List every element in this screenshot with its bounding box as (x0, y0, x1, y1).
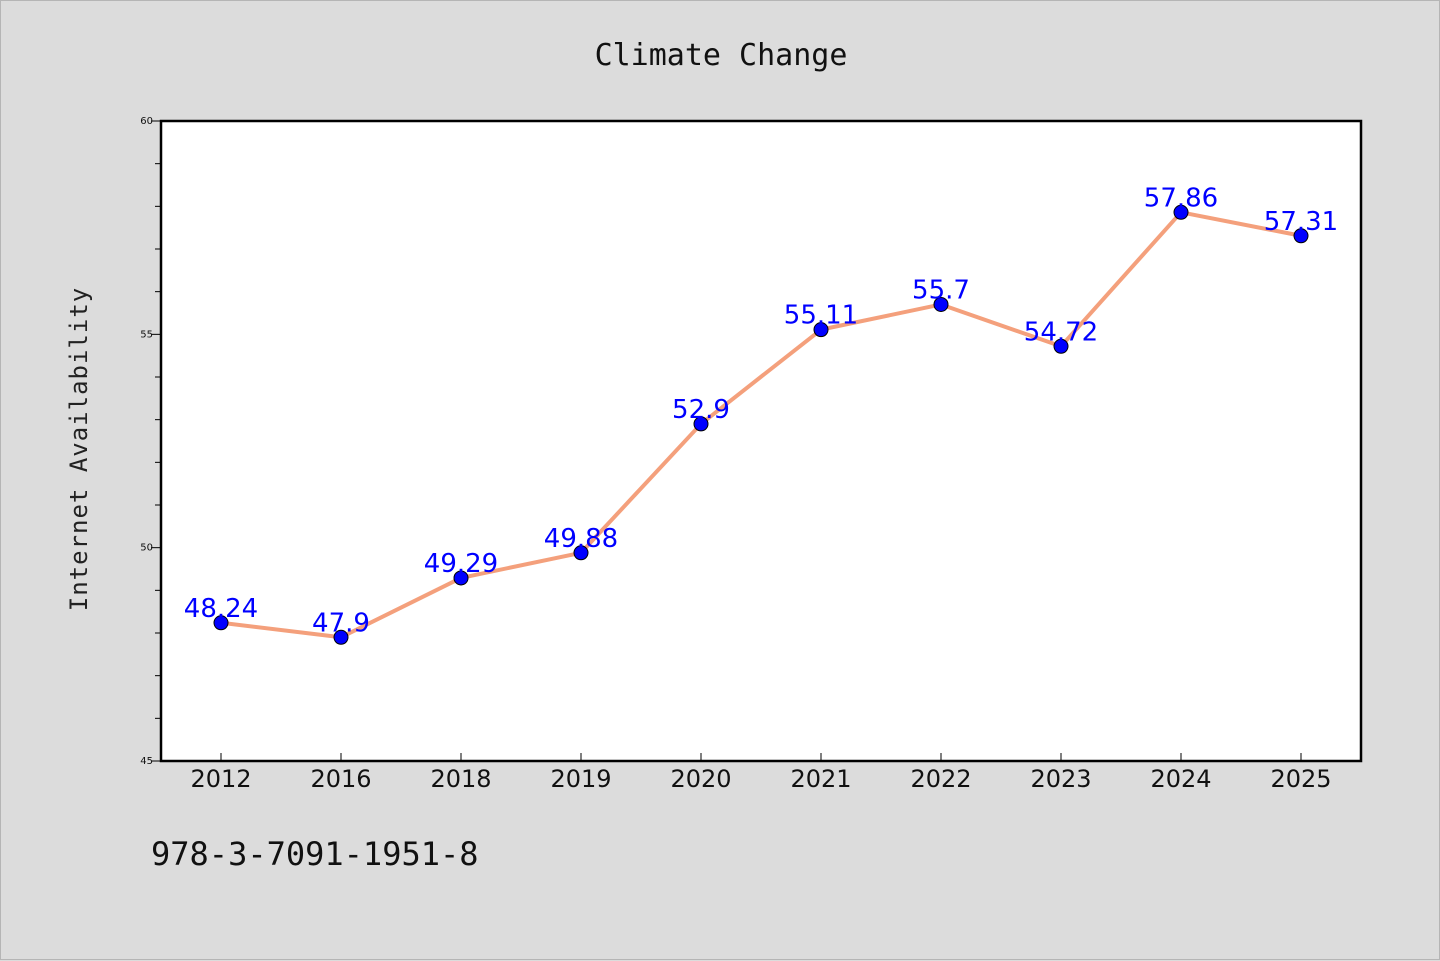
data-point (1293, 228, 1309, 244)
data-label: 55.11 (784, 301, 858, 331)
x-tick-label: 2012 (190, 765, 251, 793)
ticks-layer: 45 50 55 60 2012 2016 2018 2019 2020 2021 2022 2023… (140, 116, 1331, 793)
data-point (693, 416, 709, 432)
data-label: 47.9 (312, 608, 370, 638)
series-line (220, 210, 1302, 640)
data-label: 57.31 (1264, 207, 1338, 237)
data-point (813, 322, 829, 338)
data-label: 57.86 (1144, 183, 1218, 213)
y-tick-label: 55 (140, 329, 153, 340)
plot-area (161, 121, 1361, 761)
chart-title: Climate Change (595, 38, 848, 73)
data-point (1053, 338, 1069, 354)
data-point (333, 629, 349, 645)
data-label: 54.72 (1024, 317, 1098, 347)
data-point (573, 545, 589, 561)
x-tick-label: 2016 (310, 765, 371, 793)
y-tick-label: 45 (140, 756, 153, 767)
data-point (453, 570, 469, 586)
x-tick-label: 2020 (670, 765, 731, 793)
x-tick-label: 2025 (1270, 765, 1331, 793)
x-tick-label: 2023 (1030, 765, 1091, 793)
data-labels-layer: 48.24 47.9 49.29 49.88 52.9 55.11 55.7 54.72 57.… (184, 183, 1338, 638)
x-tick-label: 2018 (430, 765, 491, 793)
y-tick-label: 60 (140, 116, 153, 127)
y-axis-label: Internet Availability (65, 287, 93, 611)
x-tick-label: 2024 (1150, 765, 1211, 793)
series-layer (213, 204, 1309, 645)
data-label: 49.88 (544, 524, 618, 554)
y-tick-label: 50 (140, 543, 153, 554)
data-point (1173, 204, 1189, 220)
data-point (213, 615, 229, 631)
data-label: 52.9 (672, 395, 730, 425)
x-tick-label: 2022 (910, 765, 971, 793)
footer-code: 978-3-7091-1951-8 (151, 835, 479, 873)
data-point (933, 296, 949, 312)
data-label: 49.29 (424, 549, 498, 579)
x-tick-label: 2019 (550, 765, 611, 793)
plot-frame (159, 119, 1363, 763)
x-tick-label: 2021 (790, 765, 851, 793)
data-label: 48.24 (184, 594, 258, 624)
data-label: 55.7 (912, 275, 970, 305)
